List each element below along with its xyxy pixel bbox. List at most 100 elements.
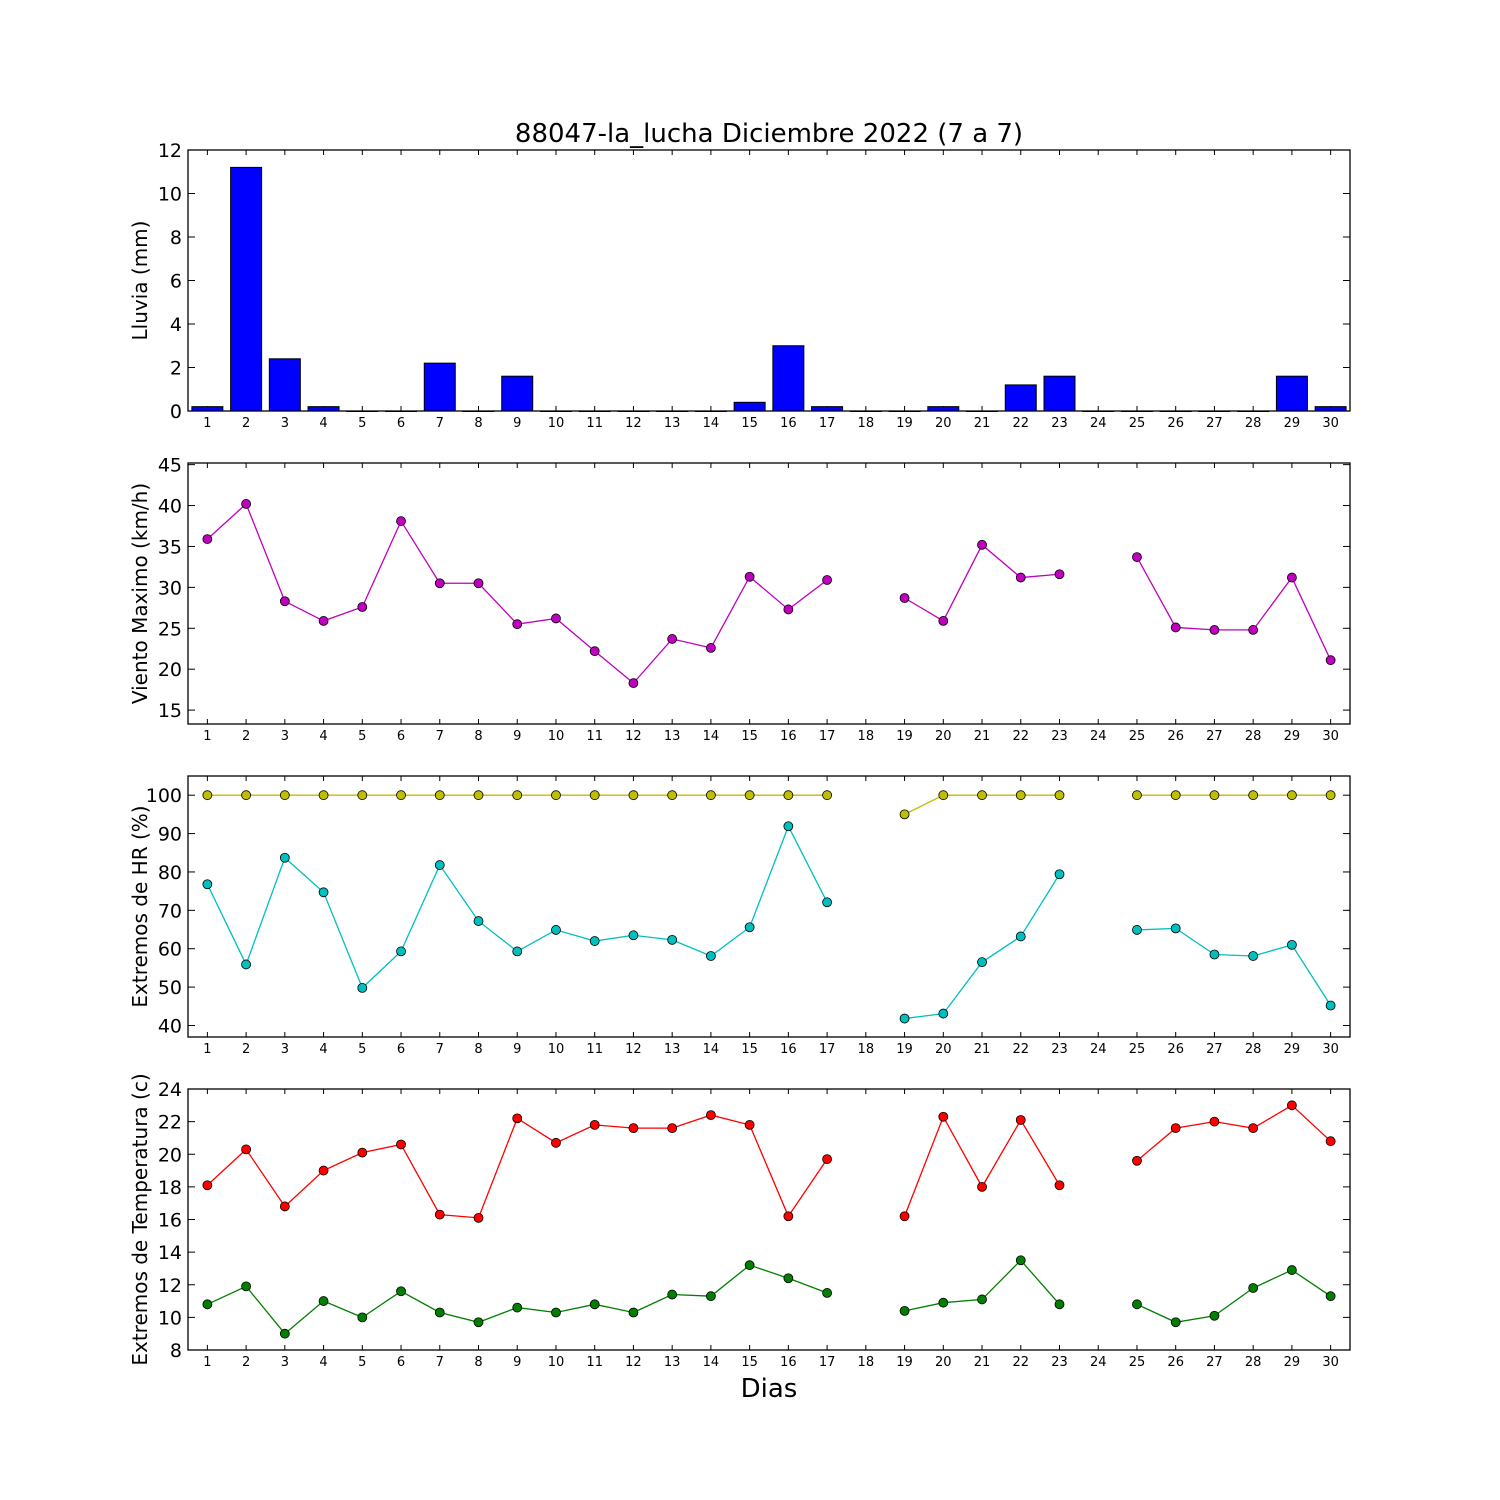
- x-tick-label: 6: [397, 729, 405, 744]
- series-1-point: [279, 790, 290, 801]
- x-tick-label: 20: [935, 729, 952, 744]
- series-1-point: [279, 1201, 290, 1212]
- y-tick-label: 2: [170, 358, 182, 380]
- series-2-point: [396, 1286, 406, 1297]
- series-1-point: [1015, 1115, 1026, 1125]
- x-tick-label: 7: [436, 1355, 444, 1370]
- series-1-point: [899, 809, 910, 820]
- series-1-point: [667, 1123, 678, 1134]
- series-1-point: [1015, 790, 1026, 801]
- bar: [385, 410, 418, 412]
- x-tick-label: 15: [741, 729, 758, 744]
- series-2-point: [318, 887, 329, 898]
- bar: [1120, 410, 1153, 412]
- x-tick-label: 21: [974, 729, 991, 744]
- series-1-point: [822, 575, 832, 585]
- y-tick-label: 15: [158, 700, 182, 722]
- x-tick-label: 22: [1012, 1042, 1029, 1057]
- bar: [1159, 410, 1192, 412]
- series-2-point: [977, 957, 987, 968]
- x-tick-label: 14: [703, 416, 720, 431]
- y-tick-label: 4: [170, 314, 182, 336]
- x-tick-label: 16: [780, 416, 797, 431]
- x-tick-label: 19: [896, 1355, 913, 1370]
- series-1-point: [744, 790, 755, 801]
- x-tick-label: 11: [586, 729, 603, 744]
- bar: [462, 410, 495, 412]
- y-tick-label: 60: [158, 939, 182, 961]
- series-2-point: [1015, 931, 1026, 942]
- y-tick-label: 10: [158, 184, 182, 206]
- y-tick-label: 8: [170, 1340, 182, 1362]
- series-2-point: [977, 1294, 987, 1305]
- series-2-point: [1132, 1299, 1142, 1310]
- series-2-point: [551, 1307, 561, 1318]
- series-1-point: [241, 499, 252, 509]
- x-tick-label: 8: [474, 1355, 482, 1370]
- series-2-point: [1248, 951, 1259, 961]
- x-tick-label: 1: [203, 729, 211, 744]
- bar: [1314, 406, 1347, 412]
- x-tick-label: 6: [397, 1042, 405, 1057]
- y-tick-label: 40: [158, 496, 182, 518]
- series-2-point: [434, 860, 445, 870]
- series-1-point: [1209, 625, 1220, 635]
- x-tick-label: 13: [664, 1042, 681, 1057]
- x-tick-label: 25: [1129, 729, 1146, 744]
- x-tick-label: 15: [741, 1042, 758, 1057]
- series-2-point: [1325, 1291, 1336, 1302]
- x-tick-label: 27: [1206, 1042, 1223, 1057]
- series-1-point: [396, 790, 406, 801]
- plot-frame: [187, 462, 1351, 725]
- series-1-point: [1132, 552, 1142, 562]
- bar: [268, 358, 301, 412]
- x-tick-label: 25: [1129, 1042, 1146, 1057]
- series-1-point: [473, 578, 484, 589]
- x-tick-label: 28: [1245, 416, 1262, 431]
- x-tick-label: 19: [896, 1042, 913, 1057]
- series-1-point: [628, 1123, 639, 1134]
- series-1-point: [706, 790, 716, 801]
- bar: [694, 410, 727, 412]
- series-2-point: [628, 1307, 639, 1318]
- x-tick-label: 14: [703, 1042, 720, 1057]
- series-2-point: [744, 922, 755, 933]
- bar: [539, 410, 572, 412]
- x-tick-label: 30: [1322, 729, 1339, 744]
- series-2-point: [1287, 939, 1297, 950]
- x-tick-label: 30: [1322, 416, 1339, 431]
- x-tick-label: 29: [1284, 1355, 1301, 1370]
- series-1-point: [1325, 790, 1336, 801]
- x-tick-label: 27: [1206, 1355, 1223, 1370]
- x-tick-label: 17: [819, 416, 836, 431]
- bar: [346, 410, 379, 412]
- bar: [191, 406, 224, 412]
- y-tick-label: 45: [158, 455, 182, 477]
- x-tick-label: 15: [741, 1355, 758, 1370]
- x-tick-label: 27: [1206, 729, 1223, 744]
- series-1-point: [1287, 1100, 1297, 1111]
- bar: [578, 410, 611, 412]
- series-2-point: [512, 1302, 523, 1313]
- bar: [966, 410, 999, 412]
- series-1-point: [434, 790, 445, 801]
- series-1-point: [318, 616, 329, 626]
- x-tick-label: 2: [242, 416, 250, 431]
- series-1-point: [783, 790, 794, 801]
- series-2-point: [589, 936, 600, 946]
- series-2-line: [1136, 927, 1332, 1006]
- x-tick-label: 19: [896, 416, 913, 431]
- series-1-point: [1287, 572, 1297, 583]
- x-tick-label: 8: [474, 1042, 482, 1057]
- series-2-point: [706, 951, 716, 961]
- x-tick-label: 11: [586, 1355, 603, 1370]
- x-tick-label: 23: [1051, 1042, 1068, 1057]
- x-tick-label: 24: [1090, 729, 1107, 744]
- x-tick-label: 11: [586, 1042, 603, 1057]
- series-1-point: [822, 790, 832, 801]
- x-tick-label: 2: [242, 729, 250, 744]
- series-1-point: [434, 578, 445, 589]
- series-1-point: [318, 790, 329, 801]
- series-1-point: [1209, 790, 1220, 801]
- series-1-point: [706, 643, 716, 653]
